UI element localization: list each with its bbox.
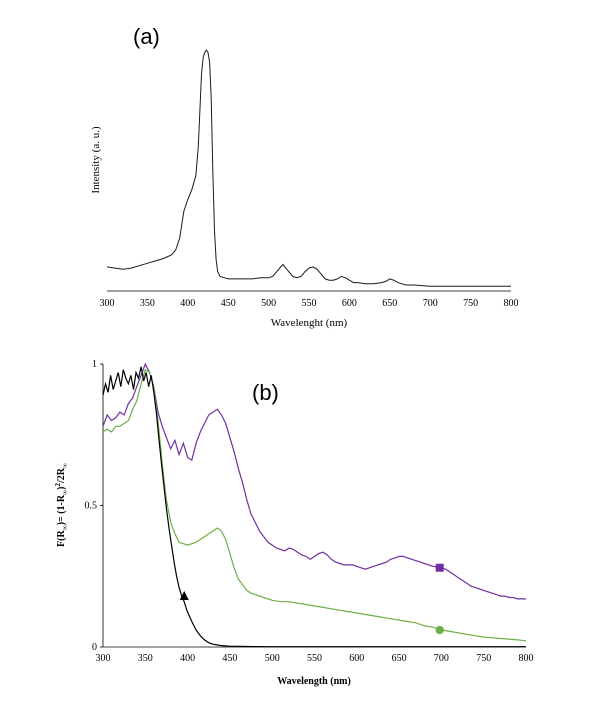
panel-a-label: (a)	[133, 24, 160, 49]
panel-a-x-ticks: 300 350 400 450 500 550 600 650 700 750 800	[100, 298, 519, 309]
panel-b-y-tick-label: 0	[92, 642, 97, 653]
panel-a-x-tick-label: 550	[302, 298, 317, 309]
panel-b-label: (b)	[252, 380, 279, 405]
ylabel-part-d: ∞	[61, 490, 69, 495]
ylabel-part-a: F(R	[56, 530, 67, 547]
panel-a-x-tick-label: 300	[100, 298, 115, 309]
panel-a-x-tick-label: 600	[342, 298, 357, 309]
panel-b-y-tick-label: 1	[92, 359, 97, 370]
panel-a-x-tick-label: 450	[221, 298, 236, 309]
ylabel-part-f: 2	[54, 483, 62, 487]
panel-a-emission-chart: 300 350 400 450 500 550 600 650 700 750 800 (a) Wa…	[90, 24, 519, 329]
panel-b-x-tick-label: 700	[434, 653, 449, 664]
ylabel-part-e: )	[56, 487, 67, 490]
panel-b-series-group	[102, 362, 527, 648]
panel-a-x-tick-label: 650	[382, 298, 397, 309]
panel-b-marker-circle	[435, 625, 444, 635]
panel-b-y-axis-label: F(R∞)= (1-R∞)2/2R∞	[54, 463, 69, 547]
panel-a-x-tick-label: 750	[463, 298, 478, 309]
ylabel-part-g: /2R	[56, 467, 67, 484]
panel-a-x-tick-label: 700	[423, 298, 438, 309]
panel-a-plot-area	[107, 28, 511, 291]
panel-b-x-axis-label: Wavelength (nm)	[277, 676, 351, 687]
panel-a-y-axis-label: Intensity (a. u.)	[90, 126, 102, 194]
panel-b-x-tick-label: 400	[180, 653, 195, 664]
ylabel-part-b: ∞	[61, 525, 69, 530]
panel-b-x-tick-label: 650	[392, 653, 407, 664]
panel-b-marker-square	[435, 563, 444, 572]
panel-b-x-tick-label: 600	[349, 653, 364, 664]
panel-b-x-tick-label: 750	[476, 653, 491, 664]
panel-a-x-tick-label: 350	[140, 298, 155, 309]
panel-b-x-tick-label: 800	[519, 653, 534, 664]
panel-a-x-tick-label: 500	[261, 298, 276, 309]
panel-a-series-line	[106, 49, 511, 287]
panel-b-x-tick-label: 500	[265, 653, 280, 664]
panel-b-markers	[179, 563, 444, 635]
panel-b-x-tick-label: 300	[96, 653, 111, 664]
ylabel-part-h: ∞	[61, 463, 69, 468]
panel-b-x-tick-label: 550	[307, 653, 322, 664]
panel-b-ticks: 300 350 400 450 500 550 600 650 700 750 800 0 0.5 1	[85, 359, 534, 664]
panel-b-absorbance-chart: 300 350 400 450 500 550 600 650 700 750 800 0 0.5 1 (…	[54, 359, 534, 687]
panel-b-series-line-black	[102, 366, 526, 648]
panel-b-series-line-purple	[102, 362, 526, 600]
ylabel-part-c: )= (1-R	[56, 494, 67, 525]
panel-b-marker-triangle	[179, 591, 189, 601]
panel-a-x-tick-label: 400	[180, 298, 195, 309]
panel-b-x-tick-label: 450	[222, 653, 237, 664]
panel-b-x-tick-label: 350	[138, 653, 153, 664]
panel-a-x-axis-label: Wavelenght (nm)	[271, 317, 348, 329]
panel-b-y-tick-label: 0.5	[85, 501, 98, 512]
panel-a-x-tick-label: 800	[504, 298, 519, 309]
